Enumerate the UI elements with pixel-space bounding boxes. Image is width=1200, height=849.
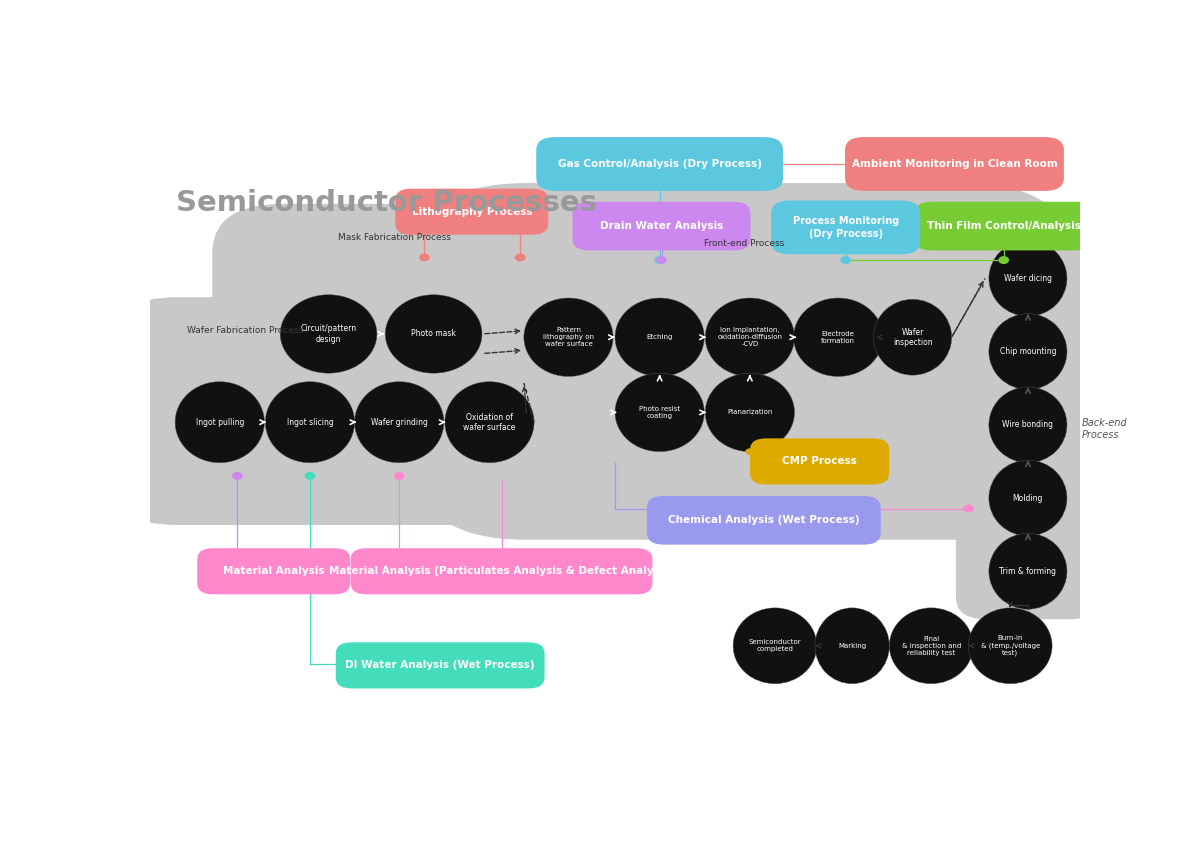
FancyBboxPatch shape — [536, 137, 784, 191]
FancyBboxPatch shape — [197, 548, 350, 594]
Circle shape — [656, 256, 666, 263]
Circle shape — [746, 449, 754, 454]
Circle shape — [964, 505, 973, 512]
Ellipse shape — [989, 313, 1067, 390]
Text: Material Analysis (Particulates Analysis & Defect Analysis): Material Analysis (Particulates Analysis… — [329, 566, 674, 576]
Text: Wafer dicing: Wafer dicing — [1004, 274, 1052, 283]
Text: Planarization: Planarization — [727, 409, 773, 415]
Ellipse shape — [815, 608, 889, 683]
FancyBboxPatch shape — [750, 438, 889, 485]
Ellipse shape — [968, 608, 1052, 683]
FancyBboxPatch shape — [108, 297, 596, 525]
Ellipse shape — [874, 300, 952, 375]
FancyBboxPatch shape — [956, 226, 1100, 619]
Text: Final
& inspection and
reliability test: Final & inspection and reliability test — [901, 636, 961, 655]
Ellipse shape — [175, 382, 264, 463]
FancyBboxPatch shape — [914, 202, 1093, 250]
FancyBboxPatch shape — [647, 496, 881, 544]
Text: Material Analysis: Material Analysis — [223, 566, 324, 576]
Circle shape — [655, 256, 665, 263]
FancyBboxPatch shape — [336, 643, 545, 689]
Ellipse shape — [989, 240, 1067, 317]
Text: Etching: Etching — [647, 335, 673, 340]
FancyBboxPatch shape — [845, 137, 1064, 191]
Text: Wire bonding: Wire bonding — [1002, 420, 1054, 430]
Text: Ingot pulling: Ingot pulling — [196, 418, 244, 427]
Ellipse shape — [793, 298, 883, 376]
Ellipse shape — [889, 608, 973, 683]
Ellipse shape — [445, 382, 534, 463]
Text: Molding: Molding — [1013, 493, 1043, 503]
Text: Drain Water Analysis: Drain Water Analysis — [600, 221, 724, 231]
Circle shape — [395, 473, 404, 479]
Text: Lithography Process: Lithography Process — [412, 206, 532, 216]
FancyBboxPatch shape — [772, 200, 920, 255]
Text: Wafer Fabrication Process: Wafer Fabrication Process — [187, 325, 304, 335]
Text: Marking: Marking — [838, 643, 866, 649]
Text: Pattern
lithography on
wafer surface: Pattern lithography on wafer surface — [542, 327, 594, 347]
Text: Burn-in
& (temp./voltage
test): Burn-in & (temp./voltage test) — [980, 635, 1040, 656]
Text: Semiconductor Processes: Semiconductor Processes — [176, 189, 598, 217]
Ellipse shape — [616, 298, 704, 376]
Circle shape — [858, 160, 869, 168]
Circle shape — [516, 254, 524, 261]
Circle shape — [841, 256, 851, 263]
Text: Photo mask: Photo mask — [412, 329, 456, 339]
Text: Gas Control/Analysis (Dry Process): Gas Control/Analysis (Dry Process) — [558, 159, 762, 169]
Circle shape — [420, 254, 430, 261]
Ellipse shape — [989, 387, 1067, 463]
Text: Ingot slicing: Ingot slicing — [287, 418, 334, 427]
Circle shape — [305, 473, 314, 479]
Text: Electrode
formation: Electrode formation — [821, 331, 856, 344]
FancyBboxPatch shape — [350, 548, 653, 594]
FancyBboxPatch shape — [395, 188, 548, 235]
Text: DI Water Analysis (Wet Process): DI Water Analysis (Wet Process) — [346, 661, 535, 671]
Ellipse shape — [355, 382, 444, 463]
Text: Circuit/pattern
design: Circuit/pattern design — [300, 324, 356, 344]
Text: Mask Fabrication Process: Mask Fabrication Process — [338, 233, 451, 242]
Text: Thin Film Control/Analysis: Thin Film Control/Analysis — [926, 221, 1081, 231]
Ellipse shape — [616, 374, 704, 452]
Text: Front-end Process: Front-end Process — [704, 239, 785, 248]
Text: Wafer grinding: Wafer grinding — [371, 418, 427, 427]
Ellipse shape — [706, 298, 794, 376]
Circle shape — [233, 473, 242, 479]
Text: Ambient Monitoring in Clean Room: Ambient Monitoring in Clean Room — [852, 159, 1057, 169]
Text: Ion Implantation,
oxidation-diffusion
-CVD: Ion Implantation, oxidation-diffusion -C… — [718, 327, 782, 347]
Text: Chemical Analysis (Wet Process): Chemical Analysis (Wet Process) — [668, 515, 859, 526]
Ellipse shape — [385, 295, 482, 374]
Text: Oxidation of
wafer surface: Oxidation of wafer surface — [463, 413, 516, 432]
Text: CMP Process: CMP Process — [782, 457, 857, 466]
Circle shape — [1000, 256, 1008, 263]
Text: Process Monitoring
(Dry Process): Process Monitoring (Dry Process) — [792, 216, 899, 239]
Ellipse shape — [989, 533, 1067, 610]
Ellipse shape — [524, 298, 613, 376]
Ellipse shape — [265, 382, 355, 463]
Text: Photo resist
coating: Photo resist coating — [640, 406, 680, 419]
Text: Trim & forming: Trim & forming — [1000, 567, 1056, 576]
Ellipse shape — [281, 295, 377, 374]
Ellipse shape — [706, 374, 794, 452]
Ellipse shape — [733, 608, 817, 683]
Text: Wafer
inspection: Wafer inspection — [893, 328, 932, 347]
FancyBboxPatch shape — [418, 183, 1072, 540]
Text: Back-end
Process: Back-end Process — [1082, 418, 1128, 440]
FancyBboxPatch shape — [572, 202, 750, 250]
Ellipse shape — [989, 460, 1067, 536]
Text: Chip mounting: Chip mounting — [1000, 347, 1056, 356]
FancyBboxPatch shape — [212, 204, 577, 434]
Text: Semiconductor
completed: Semiconductor completed — [749, 639, 802, 652]
